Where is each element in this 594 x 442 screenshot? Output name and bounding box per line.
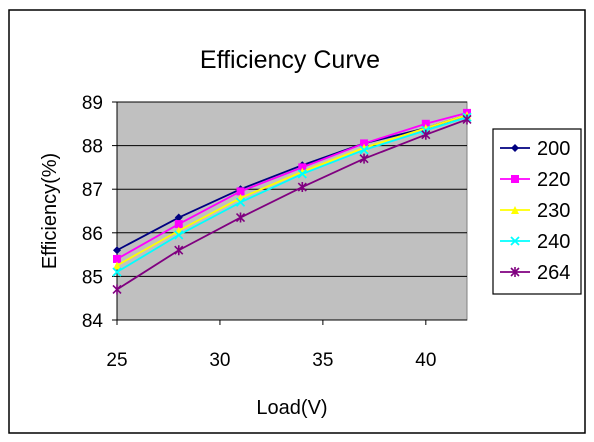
data-point-264-4 (359, 153, 369, 164)
data-point-220-3 (298, 163, 307, 172)
x-tick-label-2: 35 (312, 350, 333, 371)
y-tick-label-2: 86 (82, 224, 103, 245)
legend-label-240: 240 (537, 231, 570, 253)
y-axis-title: Efficiency(%) (39, 153, 61, 269)
data-point-220-4 (360, 139, 369, 148)
legend: 200 220 230 240 264 (500, 138, 570, 284)
data-point-264-1 (174, 245, 184, 256)
plot-area (116, 101, 468, 321)
legend-box (492, 128, 582, 295)
legend-label-230: 230 (537, 200, 570, 222)
series-264 (112, 114, 472, 295)
y-tick-label-5: 89 (82, 93, 103, 114)
data-point-264-6 (462, 114, 472, 125)
data-point-200-0 (113, 246, 121, 255)
data-point-220-1 (174, 220, 183, 229)
legend-marker-230 (511, 206, 519, 214)
y-tick-label-1: 85 (82, 267, 103, 288)
data-point-264-0 (112, 284, 122, 295)
x-axis-title: Load(V) (256, 397, 327, 419)
data-point-240-4 (359, 145, 369, 155)
legend-marker-220 (511, 175, 519, 183)
x-tick-label-1: 30 (209, 350, 230, 371)
data-point-220-2 (236, 187, 245, 196)
legend-marker-240 (510, 236, 520, 246)
x-tick-label-3: 40 (415, 350, 436, 371)
legend-item-240: 240 (500, 231, 570, 253)
legend-item-220: 220 (500, 169, 570, 191)
legend-label-220: 220 (537, 169, 570, 191)
legend-marker-200 (511, 144, 519, 152)
legend-item-230: 230 (500, 200, 570, 222)
data-point-220-5 (421, 119, 430, 128)
legend-item-264: 264 (500, 262, 570, 284)
data-point-240-2 (235, 197, 246, 207)
data-point-240-0 (112, 267, 122, 277)
legend-marker-264 (510, 267, 520, 277)
data-point-264-2 (235, 212, 246, 223)
legend-item-200: 200 (500, 138, 570, 160)
chart-title: Efficiency Curve (200, 46, 380, 74)
data-point-264-5 (421, 129, 431, 140)
legend-label-264: 264 (537, 262, 570, 284)
axis-ticks: 84 85 86 87 88 89 25 30 35 40 (82, 93, 467, 371)
data-point-264-3 (297, 182, 307, 193)
data-point-240-1 (174, 230, 184, 240)
data-point-230-0 (113, 261, 121, 270)
data-point-240-3 (297, 169, 307, 179)
x-tick-label-0: 25 (106, 350, 127, 371)
y-tick-label-0: 84 (82, 311, 104, 332)
y-tick-label-4: 88 (82, 137, 103, 158)
data-point-200-1 (174, 213, 183, 222)
series-lines (112, 108, 472, 295)
y-tick-label-3: 87 (82, 180, 103, 201)
legend-label-200: 200 (537, 138, 570, 160)
data-point-220-0 (113, 254, 121, 263)
